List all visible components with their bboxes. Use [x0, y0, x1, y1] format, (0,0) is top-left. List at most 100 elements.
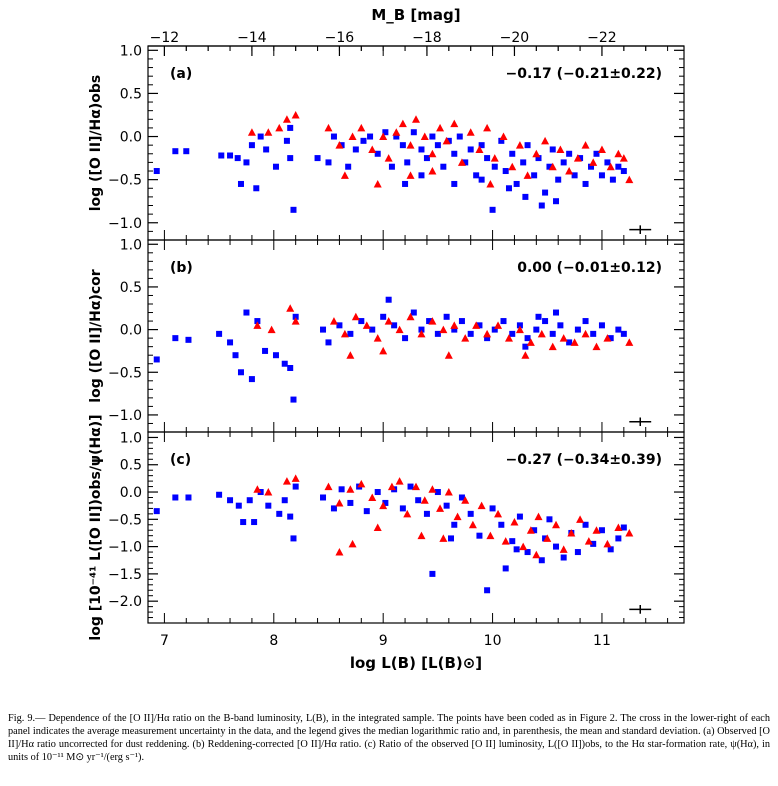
data-point-triangle [472, 321, 481, 329]
series-square [153, 483, 627, 594]
data-point-triangle [291, 317, 300, 325]
data-point-square [272, 352, 279, 359]
data-point-square [476, 322, 483, 329]
data-point-triangle [565, 167, 574, 175]
data-point-triangle [253, 485, 262, 493]
data-point-square [542, 189, 549, 196]
data-point-triangle [477, 501, 486, 510]
data-point-triangle [357, 123, 366, 132]
data-point-square [243, 159, 250, 166]
panel-a: −1.0 −0.5 0.0 0.5 1.0 log ([O II]/Hα)obs (a) −0… [88, 43, 685, 241]
data-point-square [185, 336, 192, 343]
data-point-triangle [253, 321, 262, 329]
data-point-triangle [450, 119, 459, 128]
data-point-square [516, 513, 523, 520]
data-point-square [571, 172, 578, 179]
data-point-square [399, 142, 406, 149]
data-point-square [484, 155, 491, 162]
data-point-square [491, 163, 498, 170]
data-point-square [290, 206, 297, 213]
data-point-square [538, 202, 545, 209]
data-point-square [531, 527, 538, 534]
data-point-square [243, 309, 250, 316]
data-point-triangle [597, 145, 606, 153]
data-point-triangle [247, 128, 256, 136]
data-point-square [434, 489, 441, 496]
data-point-triangle [589, 158, 598, 166]
data-point-square [524, 335, 531, 342]
data-point-square [553, 543, 560, 550]
data-point-square [227, 152, 234, 159]
data-point-triangle [412, 482, 420, 491]
data-point-square [553, 198, 560, 205]
data-point-square [478, 142, 485, 149]
data-point-square [423, 155, 430, 162]
data-point-square [402, 335, 409, 342]
data-point-triangle [444, 488, 453, 496]
data-point-square [509, 538, 516, 545]
data-point-triangle [573, 154, 582, 162]
data-point-triangle [436, 123, 445, 132]
data-point-square [246, 497, 253, 504]
data-point-square [590, 330, 597, 337]
y-axis-label: log ([O II]/Hα)obs [88, 75, 104, 212]
data-point-square [172, 148, 179, 155]
data-point-square [502, 565, 509, 572]
data-point-triangle [592, 526, 601, 534]
data-point-square [513, 546, 520, 553]
top-tick-label: −16 [325, 30, 355, 46]
data-point-square [566, 150, 573, 157]
data-point-triangle [275, 123, 284, 132]
data-point-square [615, 535, 622, 542]
panel-legend: 0.00 (−0.01±0.12) [517, 260, 662, 276]
data-point-triangle [534, 512, 543, 521]
data-point-square [549, 146, 556, 153]
data-point-triangle [395, 477, 404, 485]
data-point-square [410, 129, 417, 136]
data-point-triangle [606, 162, 615, 171]
data-point-triangle [444, 351, 453, 359]
data-point-square [467, 146, 474, 153]
data-point-square [535, 155, 542, 162]
data-point-triangle [461, 496, 470, 504]
data-point-square [609, 176, 616, 183]
data-point-square [574, 326, 581, 333]
data-point-triangle [417, 329, 426, 338]
data-point-square [598, 527, 605, 534]
data-point-square [491, 326, 498, 333]
data-point-triangle [420, 132, 429, 141]
data-point-square [183, 148, 190, 155]
data-point-triangle [329, 317, 338, 325]
data-point-square [426, 318, 433, 325]
data-point-triangle [335, 548, 344, 556]
x-tick-label: 7 [160, 633, 169, 649]
data-point-triangle [439, 534, 448, 542]
data-point-square [498, 137, 505, 144]
data-point-triangle [559, 545, 568, 553]
data-point-triangle [373, 334, 382, 342]
data-point-square [388, 163, 395, 170]
data-point-square [253, 185, 260, 192]
data-point-square [418, 172, 425, 179]
y-tick-label: 0.5 [120, 458, 142, 474]
data-point-triangle [461, 334, 470, 342]
data-point-square [281, 497, 288, 504]
data-point-triangle [450, 321, 459, 329]
data-point-square [263, 146, 270, 153]
data-point-triangle [475, 145, 484, 153]
data-point-triangle [499, 132, 508, 141]
panel-c: −2.0 −1.5 −1.0 −0.5 0.0 0.5 1.0 log [10⁻⁴¹ L([O… [88, 414, 685, 649]
data-point-triangle [543, 534, 552, 542]
data-point-square [607, 546, 614, 553]
y-axis-label: log ([O II]/Hα)cor [88, 269, 104, 402]
data-point-triangle [552, 520, 561, 529]
data-point-triangle [439, 325, 448, 334]
data-point-square [598, 322, 605, 329]
data-point-square [227, 339, 234, 346]
data-point-square [467, 330, 474, 337]
data-point-square [237, 180, 244, 187]
data-point-triangle [384, 317, 393, 325]
data-point-triangle [510, 518, 519, 526]
data-point-triangle [494, 509, 503, 518]
data-point-triangle [532, 550, 541, 559]
